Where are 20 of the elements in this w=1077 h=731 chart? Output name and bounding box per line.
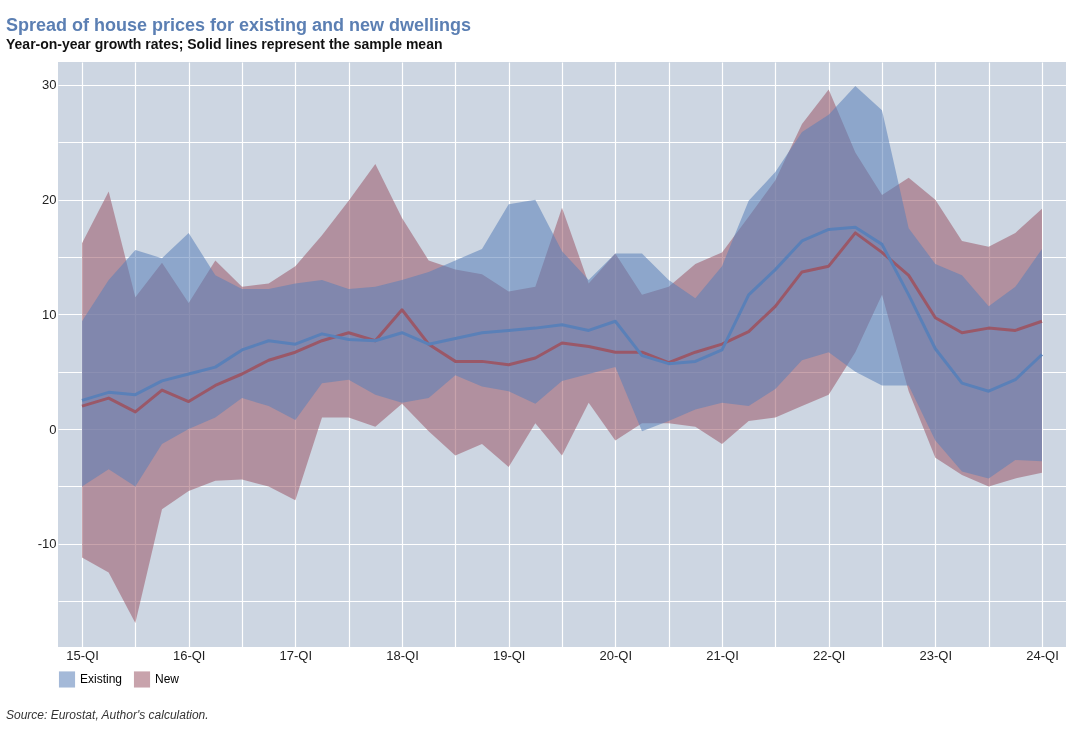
x-tick-label: 21-QI bbox=[706, 647, 739, 663]
x-tick-label: 19-QI bbox=[492, 647, 526, 663]
legend-label: Existing bbox=[80, 672, 123, 687]
chart-subtitle: Year-on-year growth rates; Solid lines represent the sample mean bbox=[6, 36, 443, 52]
source-note: Source: Eurostat, Author's calculation. bbox=[6, 708, 209, 722]
y-tick-label: 30 bbox=[42, 77, 57, 93]
x-tick-label: 15-QI bbox=[66, 647, 99, 663]
legend-label: New bbox=[155, 672, 180, 687]
x-tick-label: 22-QI bbox=[812, 647, 846, 663]
y-tick-label: -10 bbox=[37, 536, 57, 552]
x-tick-label: 23-QI bbox=[919, 647, 953, 663]
y-tick-label: 20 bbox=[42, 192, 57, 208]
x-tick-label: 18-QI bbox=[386, 647, 419, 663]
x-tick-label: 16-QI bbox=[172, 647, 206, 663]
chart-title: Spread of house prices for existing and new dwellings bbox=[6, 15, 472, 35]
y-tick-label: 0 bbox=[49, 421, 57, 437]
x-tick-label: 17-QI bbox=[279, 647, 313, 663]
x-tick-label: 24-QI bbox=[1026, 647, 1059, 663]
x-tick-label: 20-QI bbox=[599, 647, 633, 663]
y-tick-label: 10 bbox=[42, 306, 57, 322]
